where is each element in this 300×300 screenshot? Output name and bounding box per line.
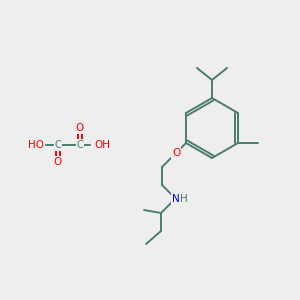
- Text: OH: OH: [94, 140, 110, 150]
- Text: C: C: [76, 140, 83, 150]
- Text: O: O: [76, 123, 84, 133]
- Text: N: N: [172, 194, 180, 204]
- Text: C: C: [55, 140, 62, 150]
- Text: O: O: [54, 157, 62, 167]
- Text: HO: HO: [28, 140, 44, 150]
- Text: H: H: [180, 194, 188, 204]
- Text: O: O: [172, 148, 180, 158]
